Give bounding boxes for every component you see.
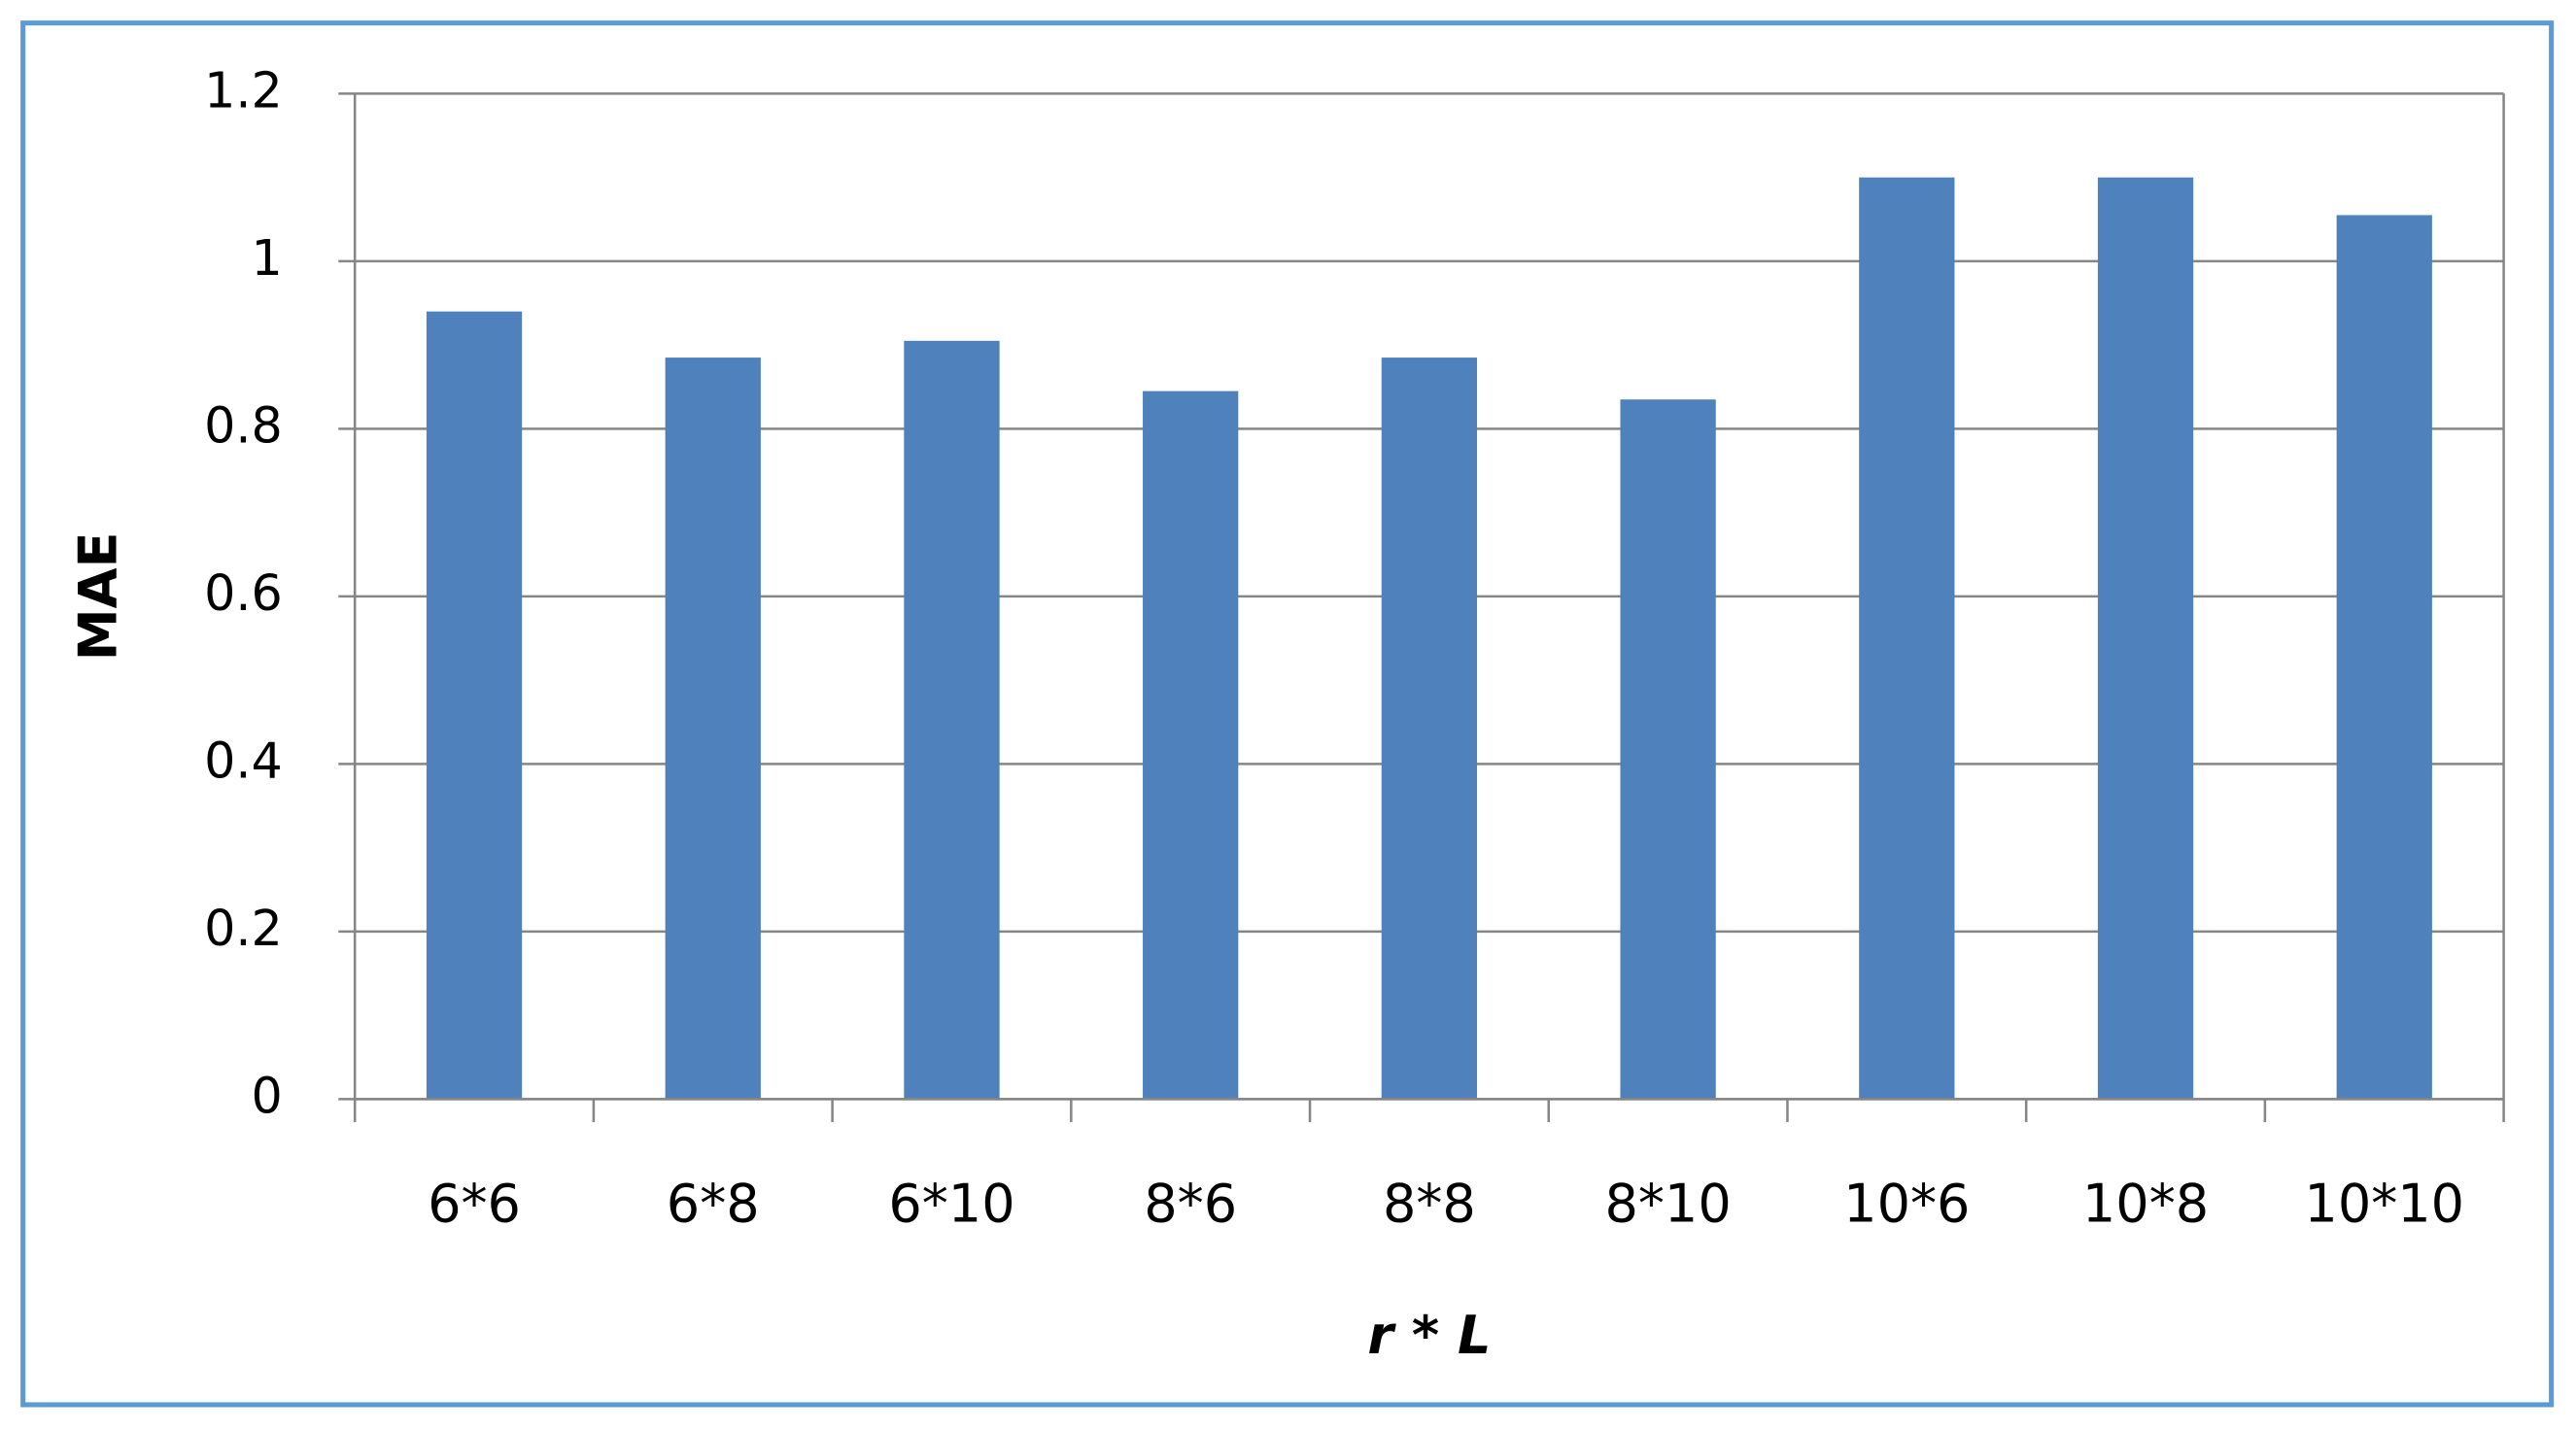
x-tick-label: 8*8 (1383, 1174, 1476, 1235)
bar (665, 358, 761, 1100)
x-tick-label: 6*6 (428, 1174, 521, 1235)
y-tick-label: 0.8 (204, 396, 283, 454)
x-tick-label: 6*8 (667, 1174, 760, 1235)
bar (1381, 358, 1478, 1100)
x-axis-title: r * L (1367, 1305, 1491, 1366)
y-tick-label: 1.2 (204, 61, 283, 119)
x-tick-label: 8*6 (1144, 1174, 1237, 1235)
x-tick-label: 8*10 (1604, 1174, 1731, 1235)
y-tick-label: 1 (252, 229, 283, 287)
x-tick-label: 6*10 (888, 1174, 1014, 1235)
y-tick-label: 0 (252, 1067, 283, 1124)
y-tick-label: 0.2 (204, 900, 283, 957)
x-tick-label: 10*10 (2304, 1174, 2464, 1235)
bar (2097, 177, 2194, 1100)
bar (1143, 391, 1239, 1100)
y-axis-title: MAE (67, 532, 128, 662)
bar (1620, 399, 1716, 1100)
bar (426, 311, 523, 1100)
y-tick-label: 0.6 (204, 564, 283, 622)
bar (1859, 177, 1955, 1100)
y-tick-label: 0.4 (204, 732, 283, 789)
x-tick-label: 10*8 (2082, 1174, 2209, 1235)
bar (904, 340, 1000, 1100)
bar (2336, 215, 2432, 1100)
x-tick-label: 10*6 (1843, 1174, 1970, 1235)
